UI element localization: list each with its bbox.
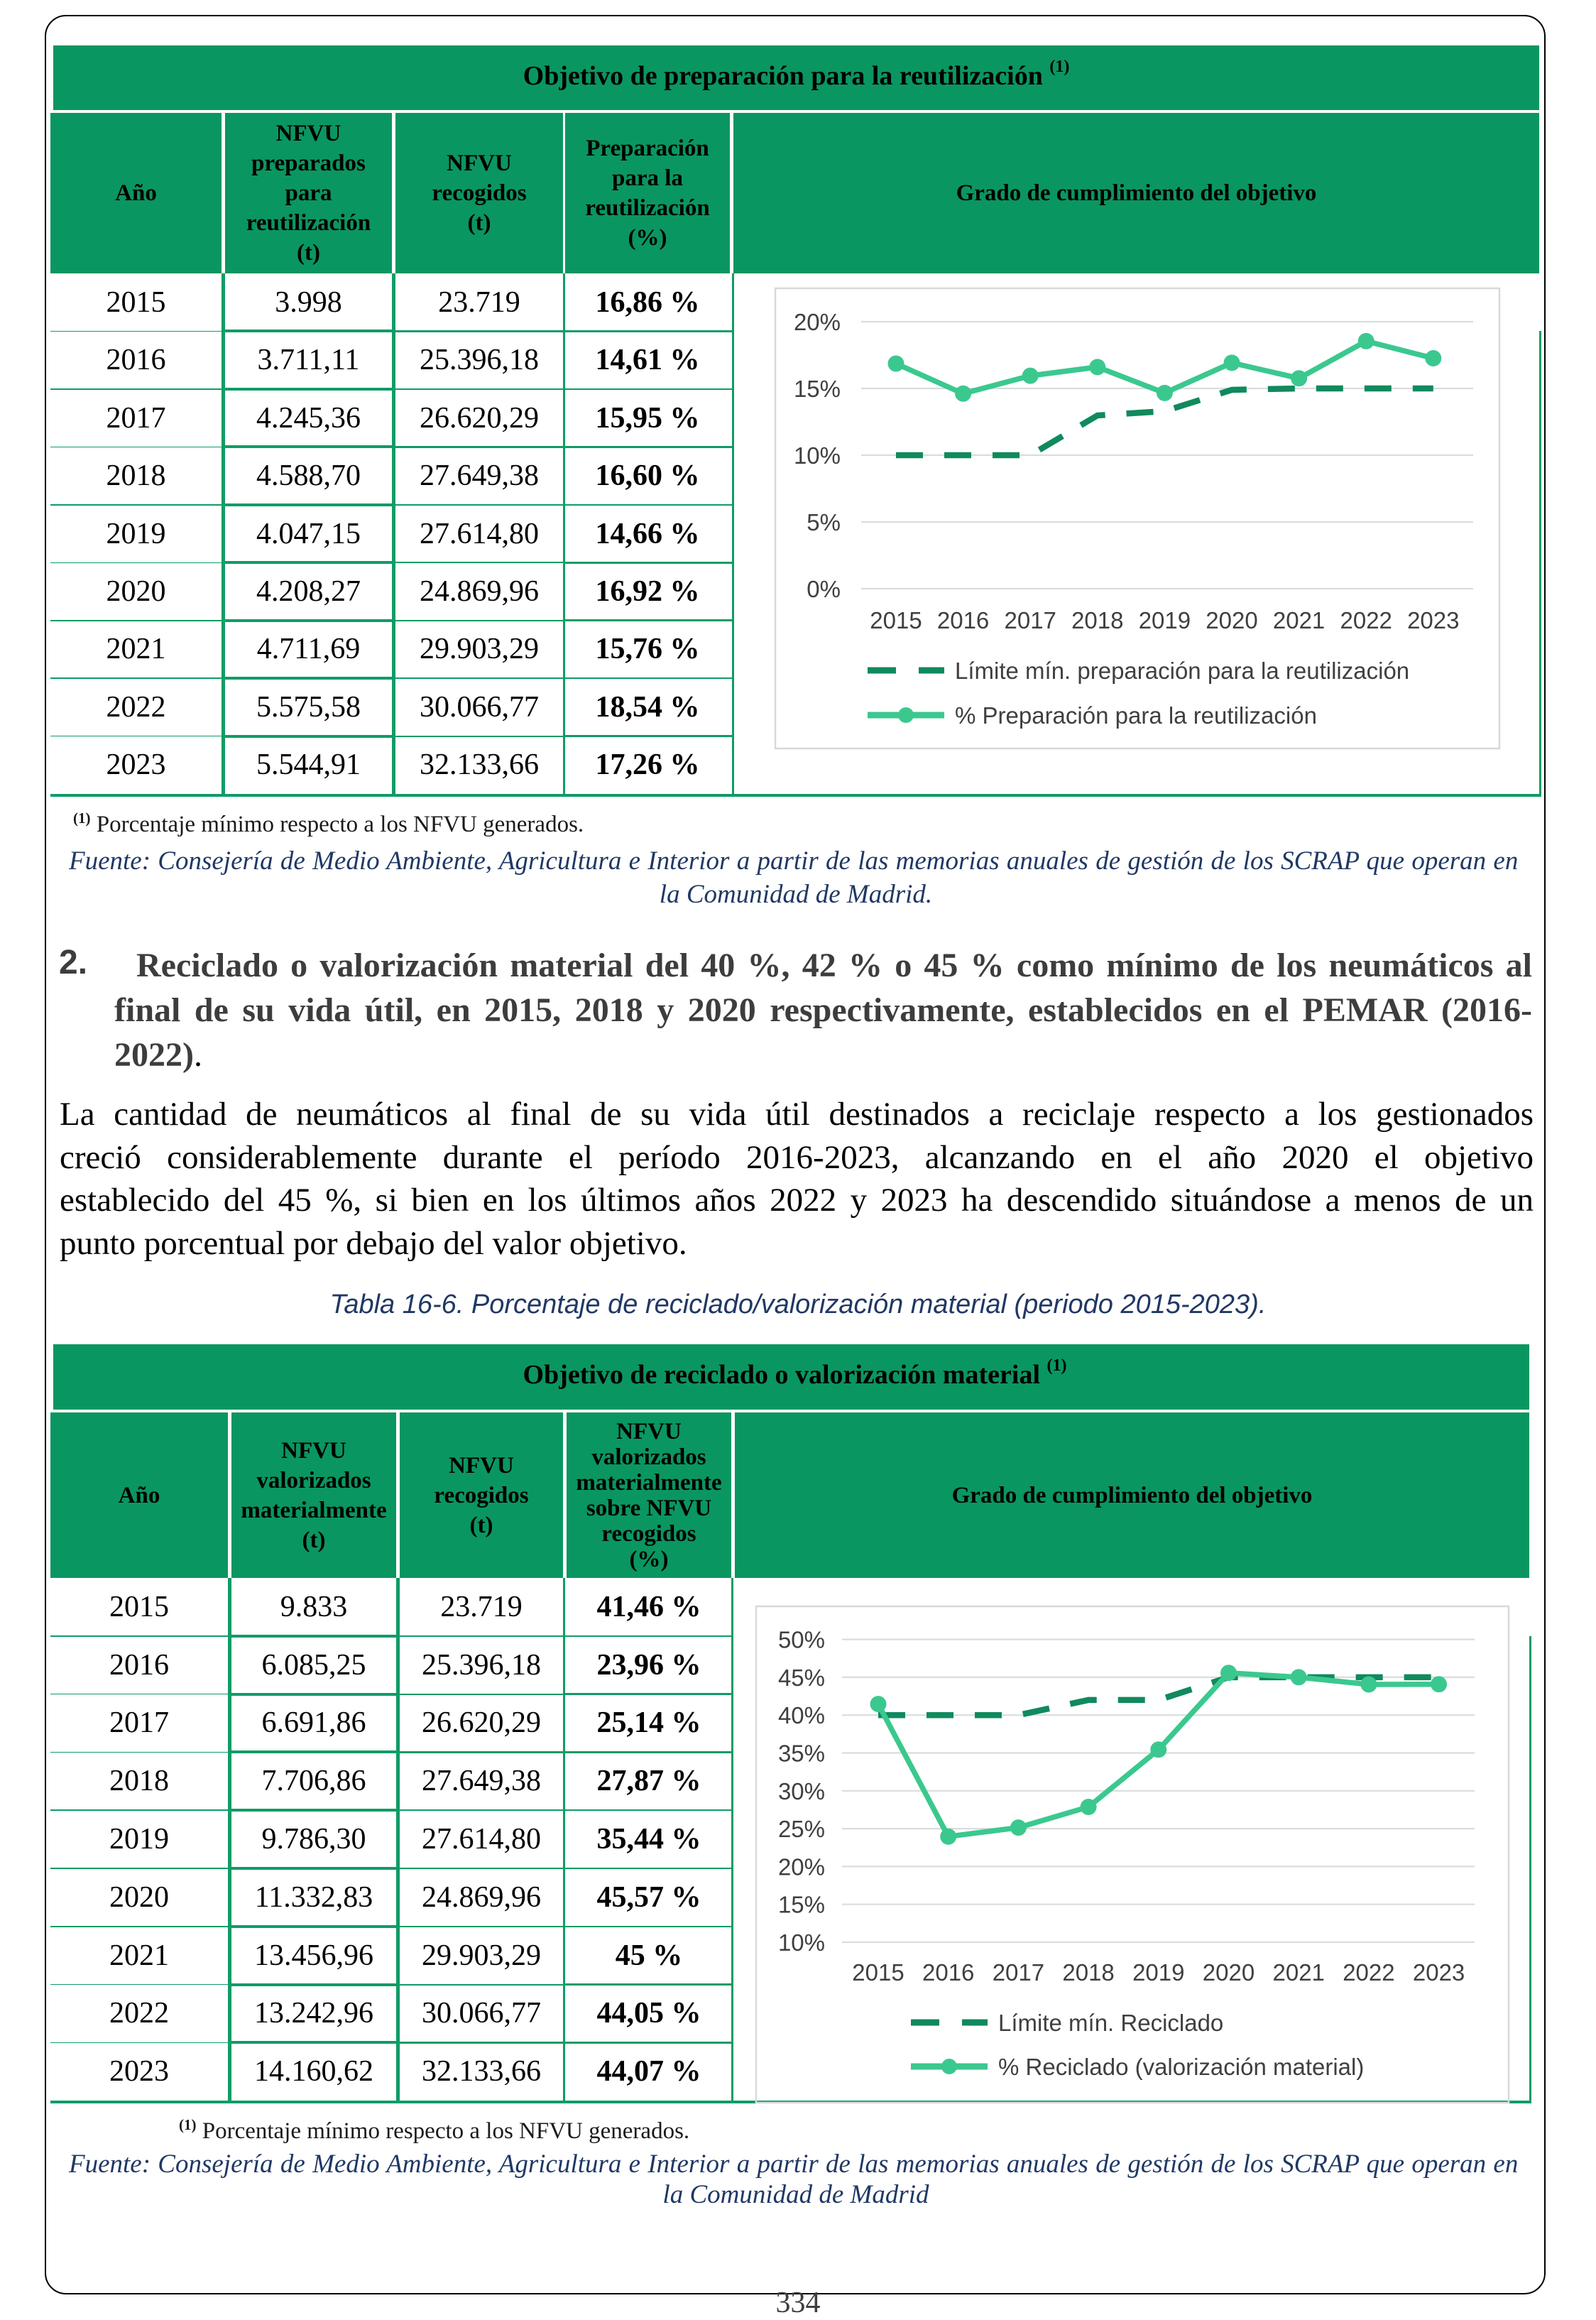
- svg-text:30%: 30%: [778, 1778, 825, 1804]
- svg-text:2022: 2022: [1340, 607, 1392, 633]
- svg-text:2016: 2016: [937, 607, 989, 633]
- svg-text:15%: 15%: [794, 376, 841, 402]
- svg-text:Límite mín. Reciclado: Límite mín. Reciclado: [998, 2010, 1223, 2036]
- svg-text:2018: 2018: [1062, 1959, 1114, 1986]
- svg-text:% Preparación para la reutiliz: % Preparación para la reutilización: [955, 702, 1317, 729]
- svg-text:2019: 2019: [1132, 1959, 1184, 1986]
- svg-text:2019: 2019: [1139, 607, 1191, 633]
- svg-text:35%: 35%: [778, 1741, 825, 1767]
- svg-text:10%: 10%: [778, 1929, 825, 1956]
- svg-text:2023: 2023: [1413, 1959, 1465, 1986]
- svg-text:20%: 20%: [778, 1853, 825, 1880]
- svg-text:2016: 2016: [922, 1959, 974, 1986]
- svg-text:20%: 20%: [794, 309, 841, 335]
- svg-text:2020: 2020: [1203, 1959, 1255, 1986]
- svg-text:2023: 2023: [1407, 607, 1459, 633]
- svg-text:Límite mín. preparación para l: Límite mín. preparación para la reutiliz…: [955, 658, 1409, 684]
- svg-text:2017: 2017: [993, 1959, 1044, 1986]
- svg-text:2021: 2021: [1272, 1959, 1324, 1986]
- svg-text:2017: 2017: [1004, 607, 1056, 633]
- svg-text:2015: 2015: [852, 1959, 904, 1986]
- svg-text:5%: 5%: [807, 509, 841, 535]
- svg-text:25%: 25%: [778, 1816, 825, 1842]
- svg-text:% Reciclado (valorización mate: % Reciclado (valorización material): [998, 2054, 1364, 2080]
- svg-text:15%: 15%: [778, 1892, 825, 1918]
- svg-text:50%: 50%: [778, 1627, 825, 1653]
- svg-text:2015: 2015: [870, 607, 922, 633]
- svg-text:2022: 2022: [1343, 1959, 1394, 1986]
- svg-text:40%: 40%: [778, 1702, 825, 1728]
- svg-text:2018: 2018: [1071, 607, 1123, 633]
- svg-text:10%: 10%: [794, 442, 841, 469]
- svg-text:2020: 2020: [1206, 607, 1257, 633]
- svg-text:0%: 0%: [807, 576, 841, 602]
- svg-text:45%: 45%: [778, 1665, 825, 1691]
- svg-text:2021: 2021: [1273, 607, 1325, 633]
